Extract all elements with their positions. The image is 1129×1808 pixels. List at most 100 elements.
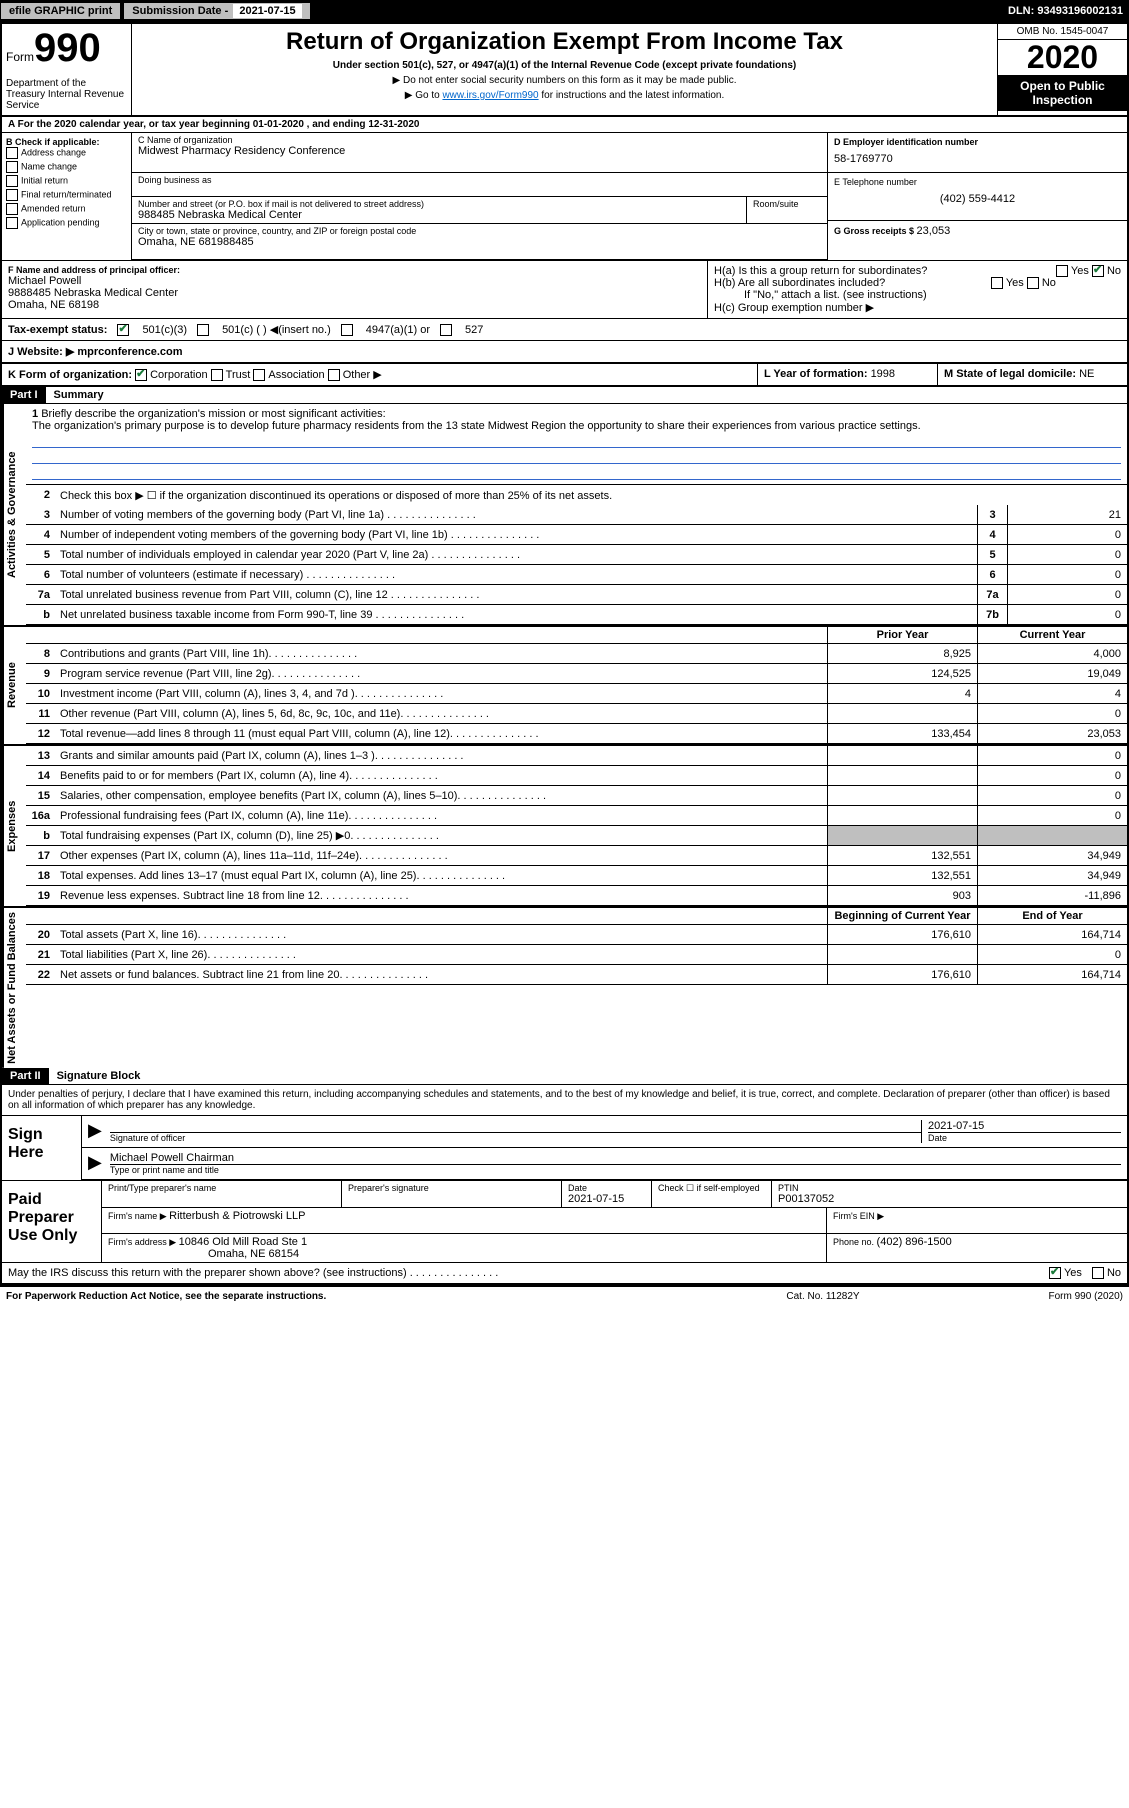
city-label: City or town, state or province, country… [138, 226, 821, 236]
phone-value: (402) 896-1500 [877, 1236, 952, 1248]
tax-501c3-check[interactable] [117, 324, 129, 336]
colb-check[interactable] [6, 189, 18, 201]
tax-4947-check[interactable] [341, 324, 353, 336]
note2-post: for instructions and the latest informat… [539, 90, 725, 101]
period-row: A For the 2020 calendar year, or tax yea… [2, 117, 1127, 133]
line-desc: Other expenses (Part IX, column (A), lin… [56, 846, 827, 865]
title-cell: Return of Organization Exempt From Incom… [132, 24, 997, 115]
line-desc: Program service revenue (Part VIII, line… [56, 664, 827, 683]
hb-no[interactable] [1027, 277, 1039, 289]
line-val: 0 [1007, 525, 1127, 544]
note-link: ▶ Go to www.irs.gov/Form990 for instruct… [136, 90, 993, 101]
prior-val [827, 746, 977, 765]
prior-val: 4 [827, 684, 977, 703]
k-corp-check[interactable] [135, 369, 147, 381]
firm-addr2: Omaha, NE 68154 [208, 1248, 299, 1260]
current-val: 34,949 [977, 846, 1127, 865]
footer-right: Form 990 (2020) [923, 1291, 1123, 1302]
colb-check[interactable] [6, 203, 18, 215]
mission-num: 1 [32, 408, 38, 420]
k-trust-check[interactable] [211, 369, 223, 381]
tax-501c-check[interactable] [197, 324, 209, 336]
org-name: Midwest Pharmacy Residency Conference [138, 145, 821, 157]
line-num: b [26, 826, 56, 845]
data-line: 11Other revenue (Part VIII, column (A), … [26, 704, 1127, 724]
colb-item: Amended return [6, 203, 127, 215]
k-other-check[interactable] [328, 369, 340, 381]
gov-line: bNet unrelated business taxable income f… [26, 605, 1127, 625]
blueline [32, 432, 1121, 448]
firm-ein-label: Firm's EIN ▶ [833, 1211, 884, 1221]
discuss-text: May the IRS discuss this return with the… [8, 1267, 1049, 1279]
ha-yes[interactable] [1056, 265, 1068, 277]
officer-addr2: Omaha, NE 68198 [8, 299, 701, 311]
paid-h5: P00137052 [778, 1193, 1121, 1205]
line-desc: Other revenue (Part VIII, column (A), li… [56, 704, 827, 723]
prior-val: 132,551 [827, 846, 977, 865]
line-num: 17 [26, 846, 56, 865]
line-val: 0 [1007, 585, 1127, 604]
discuss-no: No [1107, 1267, 1121, 1279]
firm-label: Firm's name ▶ [108, 1211, 169, 1221]
line-desc: Total fundraising expenses (Part IX, col… [56, 826, 827, 845]
prior-val [827, 826, 977, 845]
data-line: 8Contributions and grants (Part VIII, li… [26, 644, 1127, 664]
line-num: 13 [26, 746, 56, 765]
data-line: 21Total liabilities (Part X, line 26)0 [26, 945, 1127, 965]
efile-button[interactable]: efile GRAPHIC print [0, 2, 121, 20]
officer-label: F Name and address of principal officer: [8, 265, 701, 275]
discuss-yes-check[interactable] [1049, 1267, 1061, 1279]
discuss-no-check[interactable] [1092, 1267, 1104, 1279]
blueline [32, 464, 1121, 480]
side-label: Revenue [2, 627, 26, 744]
gov-line: 6Total number of volunteers (estimate if… [26, 565, 1127, 585]
blueline [32, 448, 1121, 464]
current-val: 0 [977, 806, 1127, 825]
data-line: 10Investment income (Part VIII, column (… [26, 684, 1127, 704]
k-trust: Trust [226, 369, 251, 381]
k-assoc-check[interactable] [253, 369, 265, 381]
col-right: D Employer identification number58-17697… [827, 133, 1127, 260]
tel-label: E Telephone number [834, 177, 1121, 187]
line-num: 20 [26, 925, 56, 944]
current-val: 4,000 [977, 644, 1127, 663]
form-id-cell: Form990 Department of the Treasury Inter… [2, 24, 132, 115]
sig-officer-label: Signature of officer [110, 1132, 921, 1143]
irs-link[interactable]: www.irs.gov/Form990 [442, 90, 538, 101]
line-num: 4 [26, 529, 56, 541]
part1-title: Summary [46, 389, 104, 401]
current-val: 0 [977, 945, 1127, 964]
officer-name: Michael Powell [8, 275, 701, 287]
line-desc: Net assets or fund balances. Subtract li… [56, 965, 827, 984]
paid-h3: 2021-07-15 [568, 1193, 645, 1205]
data-line: 12Total revenue—add lines 8 through 11 (… [26, 724, 1127, 744]
tax-527-check[interactable] [440, 324, 452, 336]
subdate-button[interactable]: Submission Date - 2021-07-15 [123, 2, 310, 20]
ein-label: D Employer identification number [834, 137, 1121, 147]
ha-label: H(a) Is this a group return for subordin… [714, 265, 927, 277]
col-mid: C Name of organizationMidwest Pharmacy R… [132, 133, 827, 260]
addr-value: 988485 Nebraska Medical Center [138, 209, 740, 221]
paid-h4: Check ☐ if self-employed [658, 1183, 765, 1194]
note2-pre: ▶ Go to [405, 90, 443, 101]
ha-no[interactable] [1092, 265, 1104, 277]
line-desc: Total revenue—add lines 8 through 11 (mu… [56, 724, 827, 743]
colb-check[interactable] [6, 217, 18, 229]
colb-check[interactable] [6, 161, 18, 173]
paid-h1: Print/Type preparer's name [108, 1183, 335, 1193]
line-desc: Number of independent voting members of … [56, 529, 977, 541]
current-val: 0 [977, 766, 1127, 785]
line-val: 0 [1007, 565, 1127, 584]
hb-yes[interactable] [991, 277, 1003, 289]
subdate-value: 2021-07-15 [233, 4, 301, 18]
discuss-yes: Yes [1064, 1267, 1082, 1279]
colb-check[interactable] [6, 175, 18, 187]
sig-name-label: Type or print name and title [110, 1164, 1121, 1175]
tax-year: 2020 [998, 40, 1127, 75]
gross-label: G Gross receipts $ [834, 226, 917, 236]
colb-check[interactable] [6, 147, 18, 159]
current-val: -11,896 [977, 886, 1127, 905]
tax-527: 527 [465, 324, 483, 336]
form-word: Form [6, 50, 34, 64]
line-desc: Total assets (Part X, line 16) [56, 925, 827, 944]
